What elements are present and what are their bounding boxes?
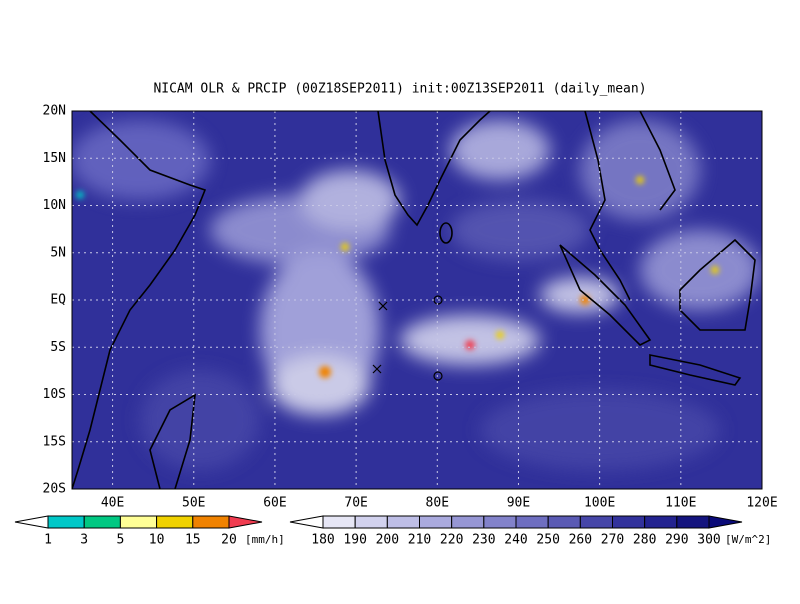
map-frame <box>71 110 763 490</box>
map-title: NICAM OLR & PRCIP (00Z18SEP2011) init:00… <box>153 82 646 97</box>
legend-swatch <box>192 515 230 529</box>
legend-swatch <box>419 515 453 529</box>
legend-arrow <box>289 515 324 529</box>
legend-unit: [mm/h] <box>245 533 285 546</box>
legend-label: 230 <box>472 533 495 548</box>
lon-label: 100E <box>584 496 615 511</box>
legend-swatch <box>579 515 613 529</box>
legend-arrow <box>228 515 263 529</box>
legend-label: 270 <box>601 533 624 548</box>
legend-swatch <box>156 515 194 529</box>
lat-label: 5S <box>50 340 66 355</box>
lon-label: 80E <box>426 496 449 511</box>
legend-label: 280 <box>633 533 656 548</box>
lat-label: 15N <box>43 151 66 166</box>
legend-label: 290 <box>665 533 688 548</box>
lat-label: EQ <box>50 293 66 308</box>
legend-label: 20 <box>221 533 237 548</box>
legend-label: 240 <box>504 533 527 548</box>
grid <box>72 111 762 489</box>
legend-swatch <box>547 515 581 529</box>
legend-label: 15 <box>185 533 201 548</box>
legend-swatch <box>47 515 85 529</box>
legend-swatch <box>386 515 421 529</box>
legend-swatch <box>483 515 517 529</box>
legend-arrow <box>708 515 743 529</box>
lat-label: 10N <box>43 198 66 213</box>
legend-swatch <box>354 515 388 529</box>
lon-label: 40E <box>101 496 124 511</box>
legend-swatch <box>644 515 678 529</box>
legend-arrow <box>14 515 49 529</box>
legend-label: 220 <box>440 533 463 548</box>
lat-label: 20N <box>43 104 66 119</box>
lat-label: 10S <box>43 387 66 402</box>
legend-label: 5 <box>116 533 124 548</box>
legend-label: 200 <box>376 533 399 548</box>
lon-label: 90E <box>507 496 530 511</box>
lat-label: 15S <box>43 434 66 449</box>
legend-label: 210 <box>408 533 431 548</box>
lon-label: 60E <box>263 496 286 511</box>
legend-label: 300 <box>697 533 720 548</box>
legend-swatch <box>119 515 158 529</box>
legend-label: 260 <box>569 533 592 548</box>
legend-label: 1 <box>44 533 52 548</box>
legend-swatch <box>322 515 356 529</box>
legend-label: 3 <box>80 533 88 548</box>
lat-label: 20S <box>43 482 66 497</box>
legend-unit: [W/m^2] <box>725 533 771 546</box>
lon-label: 110E <box>665 496 696 511</box>
legend-swatch <box>83 515 121 529</box>
legend-label: 190 <box>343 533 366 548</box>
legend-label: 250 <box>536 533 559 548</box>
legend-label: 180 <box>311 533 334 548</box>
lat-label: 5N <box>50 245 66 260</box>
lon-label: 70E <box>344 496 367 511</box>
legend-swatch <box>612 515 646 529</box>
lon-label: 120E <box>746 496 777 511</box>
legend-label: 10 <box>149 533 165 548</box>
map-field <box>72 111 762 489</box>
legend-swatch <box>515 515 549 529</box>
lon-label: 50E <box>182 496 205 511</box>
legend-swatch <box>676 515 710 529</box>
legend-swatch <box>451 515 485 529</box>
